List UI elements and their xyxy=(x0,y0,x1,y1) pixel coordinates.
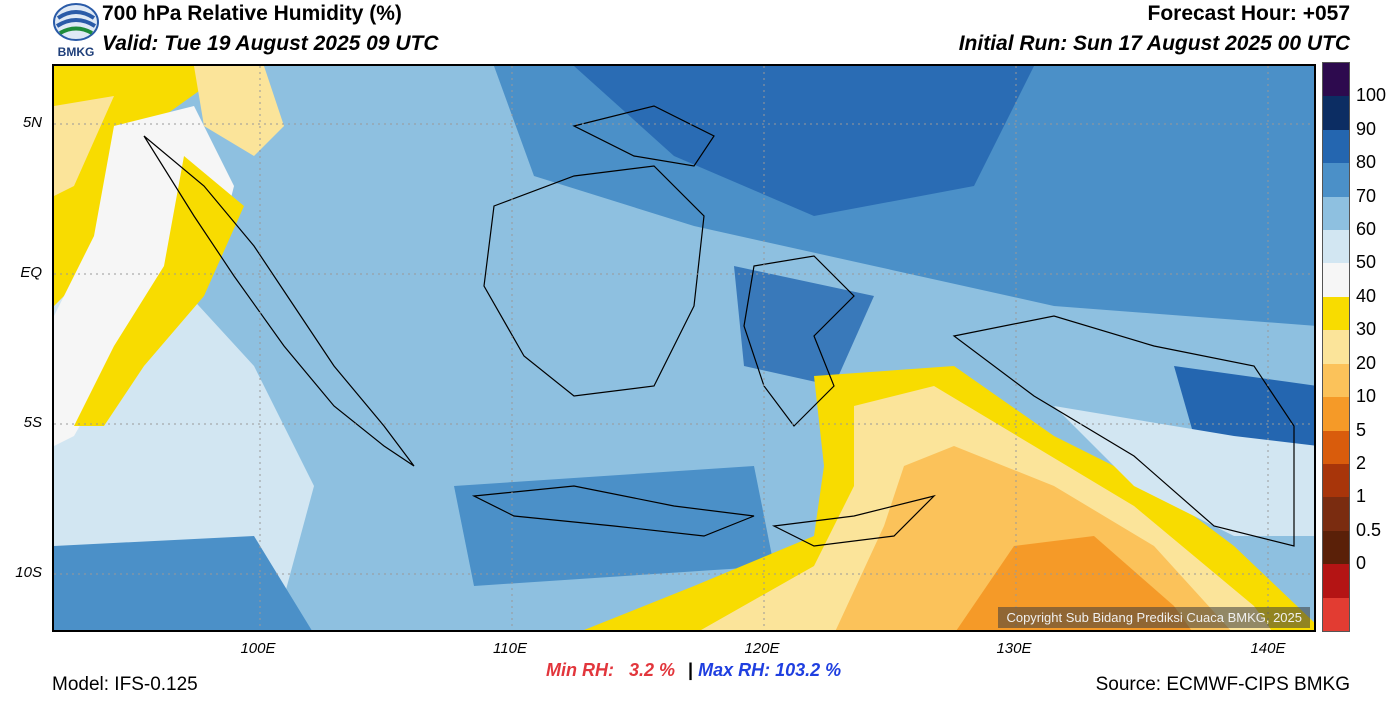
colorbar-swatch xyxy=(1323,530,1349,565)
sumatra-coast xyxy=(143,135,415,467)
java-coast xyxy=(471,485,755,537)
lon-label-130e: 130E xyxy=(996,640,1032,657)
borneo-coast xyxy=(483,165,705,397)
colorbar-label: 0 xyxy=(1356,553,1367,574)
humidity-field xyxy=(54,66,1314,630)
nusa-tenggara-coast xyxy=(771,494,936,547)
colorbar-label: 80 xyxy=(1356,152,1377,173)
chart-title: 700 hPa Relative Humidity (%) xyxy=(102,2,402,25)
colorbar-label: 2 xyxy=(1356,452,1367,473)
gridlines xyxy=(54,66,1314,630)
colorbar-swatch xyxy=(1323,463,1349,498)
colorbar-label: 1 xyxy=(1356,486,1367,507)
rh-stats: Min RH: 3.2 % | Max RH: 103.2 % xyxy=(546,660,841,681)
colorbar xyxy=(1322,62,1350,632)
colorbar-swatch xyxy=(1323,397,1349,432)
colorbar-label: 50 xyxy=(1356,252,1377,273)
colorbar-label: 40 xyxy=(1356,285,1377,306)
colorbar-swatch xyxy=(1323,63,1349,97)
sulawesi-coast xyxy=(743,255,855,427)
colorbar-swatch xyxy=(1323,330,1349,365)
min-rh-label: Min RH: xyxy=(546,660,614,680)
bmkg-logo-text: BMKG xyxy=(57,45,95,59)
colorbar-swatch xyxy=(1323,430,1349,465)
field-mid-sw xyxy=(54,536,312,630)
colorbar-swatch xyxy=(1323,363,1349,398)
source-info: Source: ECMWF-CIPS BMKG xyxy=(1095,674,1350,695)
colorbar-swatch xyxy=(1323,129,1349,164)
valid-time: Valid: Tue 19 August 2025 09 UTC xyxy=(102,32,439,55)
lat-label-5n: 5N xyxy=(22,114,42,131)
colorbar-label: 90 xyxy=(1356,118,1377,139)
colorbar-swatch xyxy=(1323,96,1349,131)
dry-west-band xyxy=(74,156,244,426)
bmkg-logo-icon xyxy=(53,3,99,41)
max-rh-value: 103.2 % xyxy=(775,660,842,680)
lat-label-eq: EQ xyxy=(20,264,42,281)
bmkg-logo: BMKG xyxy=(52,2,100,59)
colorbar-swatch xyxy=(1323,564,1349,599)
lat-label-5s: 5S xyxy=(23,414,42,431)
dry-north-patch xyxy=(194,66,284,156)
min-rh-value: 3.2 % xyxy=(629,660,676,680)
colorbar-swatch xyxy=(1323,296,1349,331)
humidity-map: Copyright Sub Bidang Prediksi Cuaca BMKG… xyxy=(52,64,1316,632)
field-light-se xyxy=(1054,406,1314,536)
lon-label-140e: 140E xyxy=(1250,640,1286,657)
field-dark-n xyxy=(574,66,1034,216)
papua-coast xyxy=(952,315,1295,547)
stats-separator: | xyxy=(688,660,694,680)
coastlines xyxy=(143,105,1295,547)
model-info: Model: IFS-0.125 xyxy=(52,674,198,695)
lon-label-120e: 120E xyxy=(744,640,780,657)
max-rh-label: Max RH: xyxy=(698,660,771,680)
copyright-notice: Copyright Sub Bidang Prediksi Cuaca BMKG… xyxy=(998,607,1310,628)
colorbar-swatch xyxy=(1323,497,1349,532)
dry-west-inner xyxy=(54,96,114,196)
colorbar-swatch xyxy=(1323,263,1349,298)
field-dark-c xyxy=(734,266,874,386)
colorbar-label: 20 xyxy=(1356,352,1377,373)
philippines-coast xyxy=(572,105,715,167)
dry-se-core xyxy=(956,536,1192,630)
field-dark-e xyxy=(1174,366,1314,466)
colorbar-label: 30 xyxy=(1356,319,1377,340)
lat-label-10s: 10S xyxy=(15,564,42,581)
colorbar-swatch xyxy=(1323,597,1349,632)
colorbar-swatch xyxy=(1323,163,1349,198)
lon-label-110e: 110E xyxy=(493,640,527,657)
colorbar-label: 10 xyxy=(1356,386,1377,407)
colorbar-swatch xyxy=(1323,230,1349,264)
colorbar-label: 70 xyxy=(1356,185,1377,206)
lon-label-100e: 100E xyxy=(240,640,276,657)
forecast-hour: Forecast Hour: +057 xyxy=(1147,2,1351,25)
colorbar-swatch xyxy=(1323,196,1349,231)
colorbar-label: 0.5 xyxy=(1356,519,1382,540)
colorbar-label: 60 xyxy=(1356,219,1377,240)
initial-run: Initial Run: Sun 17 August 2025 00 UTC xyxy=(958,32,1350,55)
colorbar-label: 5 xyxy=(1356,419,1367,440)
colorbar-label: 100 xyxy=(1356,85,1387,106)
